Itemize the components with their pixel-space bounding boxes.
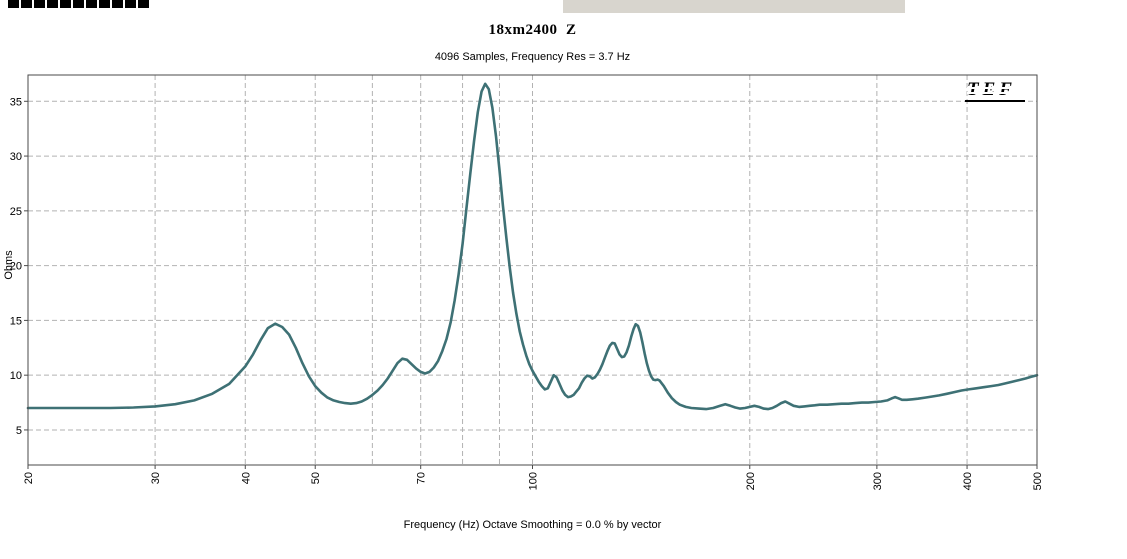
tef-logo-stripe bbox=[967, 92, 1023, 94]
x-tick-label: 20 bbox=[23, 472, 35, 484]
tef-logo: TEF bbox=[965, 79, 1029, 102]
y-tick-label: 10 bbox=[10, 370, 22, 382]
y-tick-label: 30 bbox=[10, 151, 22, 163]
x-axis-label: Frequency (Hz) Octave Smoothing = 0.0 % … bbox=[403, 519, 662, 531]
x-tick-label: 30 bbox=[150, 472, 162, 484]
x-tick-label: 40 bbox=[240, 472, 252, 484]
x-tick-label: 400 bbox=[962, 472, 974, 490]
tef-logo-stripe bbox=[967, 87, 1023, 89]
tef-logo-underline bbox=[965, 100, 1025, 102]
y-axis-label: Ohms bbox=[3, 250, 15, 280]
tef-logo-text: TEF bbox=[967, 79, 1016, 100]
y-tick-label: 35 bbox=[10, 96, 22, 108]
y-tick-label: 15 bbox=[10, 315, 22, 327]
impedance-curve bbox=[26, 82, 1039, 411]
cropped-window-artifact bbox=[563, 0, 905, 13]
chart-subtitle: 4096 Samples, Frequency Res = 3.7 Hz bbox=[434, 51, 631, 63]
y-tick-label: 20 bbox=[10, 261, 22, 273]
x-tick-label: 100 bbox=[528, 472, 540, 490]
gridlines bbox=[28, 75, 1037, 465]
y-tick-label: 5 bbox=[16, 425, 22, 437]
y-tick-label: 25 bbox=[10, 206, 22, 218]
tick-marks bbox=[24, 100, 1038, 469]
x-tick-label: 50 bbox=[310, 472, 322, 484]
tick-labels: 20 30 40 50 70 100 200 300 400 500 5 10 15 20 25 30 35 bbox=[10, 96, 1044, 490]
x-tick-label: 300 bbox=[872, 472, 884, 490]
cropped-text-artifact bbox=[8, 0, 150, 8]
chart-title: 18xm2400 Z bbox=[488, 22, 577, 38]
x-tick-label: 500 bbox=[1032, 472, 1044, 490]
x-tick-label: 70 bbox=[416, 472, 428, 484]
x-tick-label: 200 bbox=[745, 472, 757, 490]
